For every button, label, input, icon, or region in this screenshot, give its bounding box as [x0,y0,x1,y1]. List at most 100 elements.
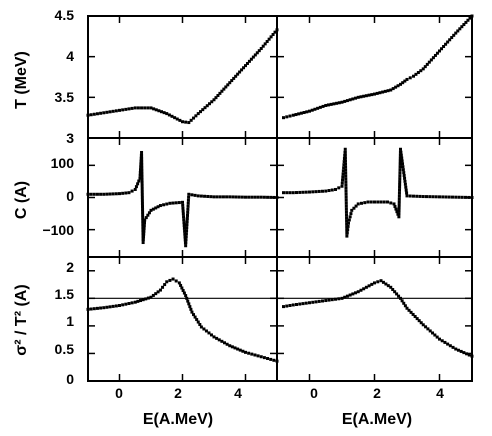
data-point [391,288,395,292]
data-point [344,189,348,193]
data-point [199,194,203,198]
data-point [291,191,295,195]
data-point [418,194,422,198]
y-tick-label: 1.5 [55,286,75,302]
data-point [184,294,188,298]
data-point [452,33,456,37]
data-point [165,202,169,206]
data-point [397,194,401,198]
data-point [181,200,184,204]
data-point [345,231,349,235]
data-point [346,228,350,232]
y-tick-label: 4.5 [55,7,75,23]
data-point [399,147,402,151]
data-point [308,301,311,305]
data-point [142,235,146,239]
data-point [340,100,344,104]
data-point [412,74,415,78]
data-point [144,216,148,220]
data-point [137,179,141,183]
data-point [446,40,450,44]
data-point [140,177,144,181]
data-point [111,192,115,196]
data-point [259,195,263,199]
data-point [344,186,348,190]
data-point [257,49,261,53]
data-point [345,234,349,238]
data-point [261,44,265,48]
data-point [266,195,270,199]
data-point [186,198,190,202]
data-point [345,99,349,103]
data-point [140,193,144,196]
data-point [269,357,273,361]
data-point [149,208,153,212]
x-tick-label: 4 [436,385,444,401]
data-point [414,72,418,76]
data-point [460,195,464,199]
data-point [208,102,211,106]
data-point [425,62,429,66]
data-point [351,97,355,101]
data-point [379,279,383,283]
data-point [397,200,401,204]
data-point [344,201,348,205]
data-point [429,58,433,62]
data-point [142,229,146,233]
data-point [282,191,285,195]
data-point [356,95,360,99]
data-point [456,348,460,352]
data-point [433,53,437,57]
data-point [375,91,379,95]
data-point [343,159,347,163]
data-point [434,195,438,199]
data-point [163,283,167,287]
series-panel-1-0 [86,150,279,248]
data-point [139,299,142,303]
data-point [344,165,348,169]
data-point [162,203,166,207]
data-point [327,189,331,193]
data-point [165,112,169,116]
data-point [198,323,202,327]
data-point [151,293,155,297]
data-point [444,42,448,46]
data-point [216,94,220,97]
data-point [402,301,406,305]
panel-frame [87,256,278,382]
data-point [332,102,336,106]
x-tick-label: 2 [174,385,182,401]
data-point [295,303,298,307]
data-point [218,91,222,95]
data-point [262,195,266,199]
data-point [346,224,350,228]
data-point [240,68,244,72]
data-point [329,102,333,106]
data-point [349,212,353,216]
data-point [102,192,106,196]
data-point [359,95,363,99]
data-point [397,191,401,195]
data-point [376,280,380,284]
series-panel-0-0 [86,28,279,125]
data-point [421,323,425,327]
data-point [348,293,352,297]
data-point [428,329,432,333]
data-point [181,209,185,213]
data-point [344,192,348,196]
data-point [247,351,251,355]
data-point [173,116,177,120]
data-point [356,290,360,294]
data-point [400,299,404,303]
data-point [130,106,134,110]
data-point [399,82,402,86]
data-point [398,159,402,163]
data-point [431,331,435,335]
data-point [210,100,214,104]
data-point [187,195,191,199]
data-point [167,113,171,117]
data-point [185,223,189,227]
data-point [344,162,348,166]
data-point [313,107,317,111]
